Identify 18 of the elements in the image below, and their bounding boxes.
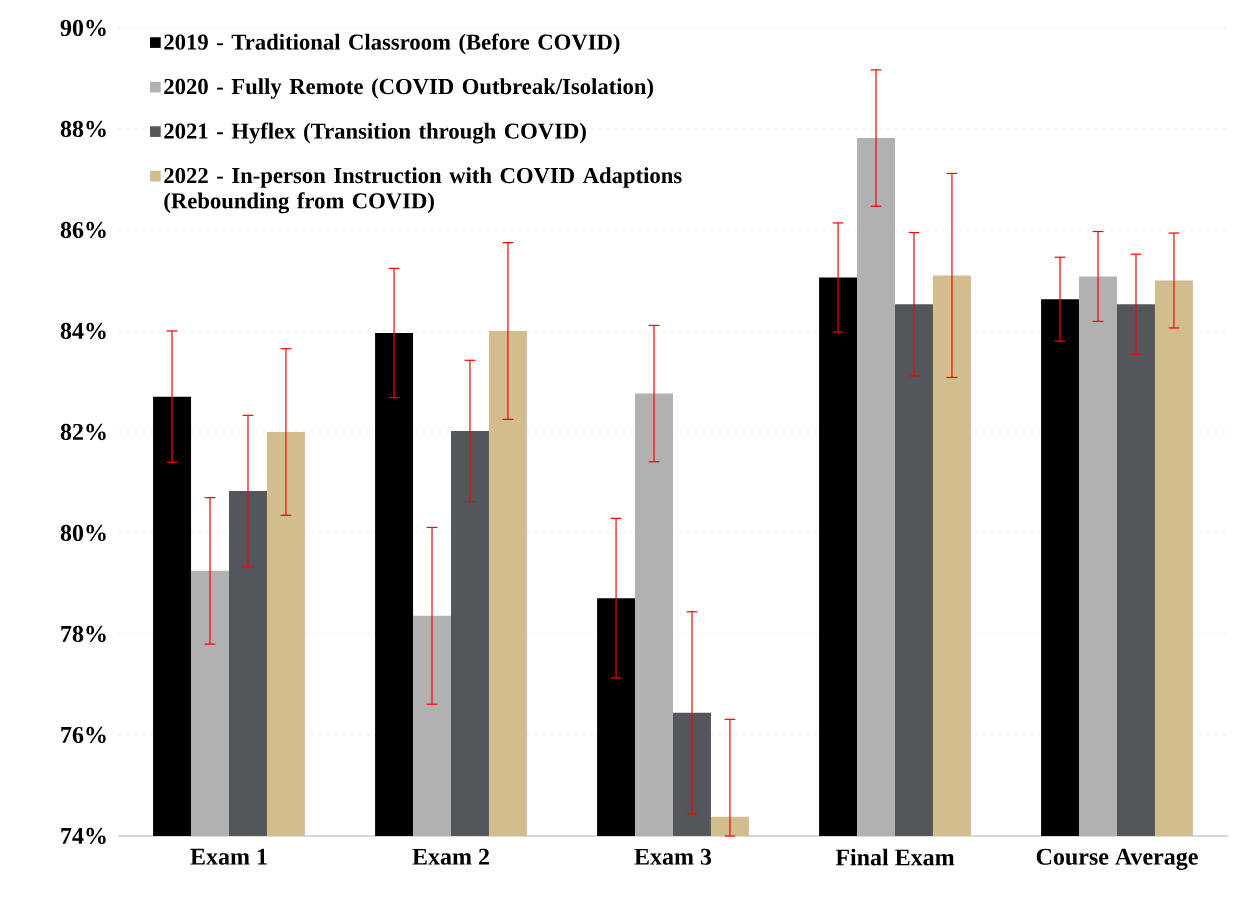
x-tick-label: Course Average — [1036, 848, 1198, 870]
legend-label: 2020 - Fully Remote (COVID Outbreak/Isolation) — [164, 78, 654, 99]
x-tick-label: Exam 3 — [634, 848, 712, 865]
y-tick-label: 74% — [61, 827, 106, 845]
x-tick-label: Final Exam — [835, 848, 955, 866]
legend-label: 2022 - In-person Instruction with COVID Adaptions (Rebounding from COVID) — [164, 167, 682, 214]
y-tick-label: 90% — [60, 19, 106, 37]
y-tick-label: 80% — [60, 524, 106, 542]
legend-label: 2019 - Traditional Classroom (Before COVID) — [164, 33, 620, 55]
y-tick-label: 84% — [60, 322, 106, 340]
legend-label: 2021 - Hyflex (Transition through COVID) — [164, 122, 586, 144]
y-tick-label: 82% — [60, 423, 106, 441]
y-tick-label: 78% — [61, 625, 106, 643]
x-tick-label: Exam 1 — [190, 848, 267, 865]
x-tick-label: Exam 2 — [412, 848, 489, 865]
y-tick-label: 76% — [61, 726, 106, 744]
y-tick-label: 88% — [60, 120, 106, 138]
y-tick-label: 86% — [60, 221, 106, 239]
